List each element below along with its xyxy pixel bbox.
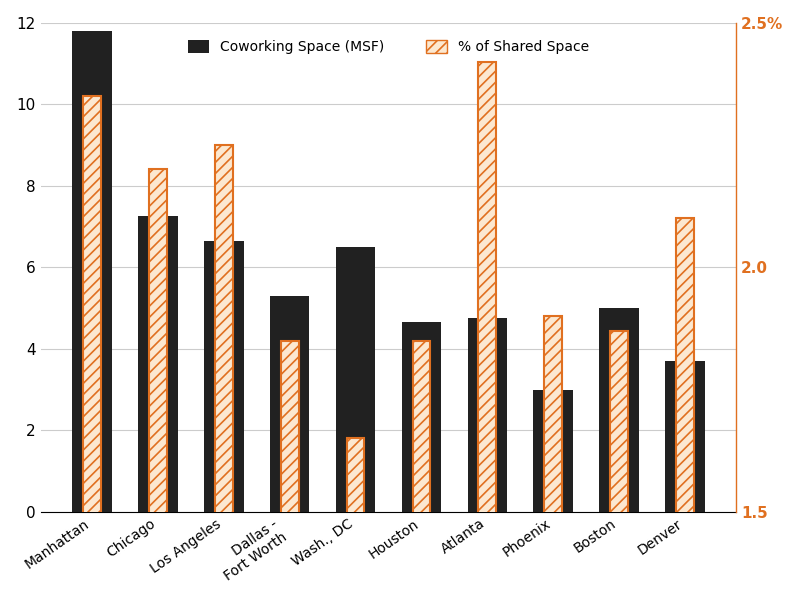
Bar — [149, 169, 167, 600]
Bar — [346, 439, 365, 600]
Bar — [336, 247, 375, 512]
Bar — [676, 218, 694, 600]
Bar — [413, 341, 430, 600]
Bar — [270, 296, 310, 512]
Bar — [281, 341, 298, 600]
Bar — [83, 96, 101, 600]
Bar — [215, 145, 233, 600]
Legend: Coworking Space (MSF), % of Shared Space: Coworking Space (MSF), % of Shared Space — [182, 35, 594, 59]
Bar — [204, 241, 244, 512]
Bar — [467, 318, 507, 512]
Bar — [138, 216, 178, 512]
Bar — [478, 62, 496, 600]
Bar — [544, 316, 562, 600]
Bar — [610, 331, 628, 600]
Bar — [599, 308, 638, 512]
Bar — [402, 322, 441, 512]
Bar — [534, 389, 573, 512]
Bar — [72, 31, 112, 512]
Bar — [665, 361, 705, 512]
